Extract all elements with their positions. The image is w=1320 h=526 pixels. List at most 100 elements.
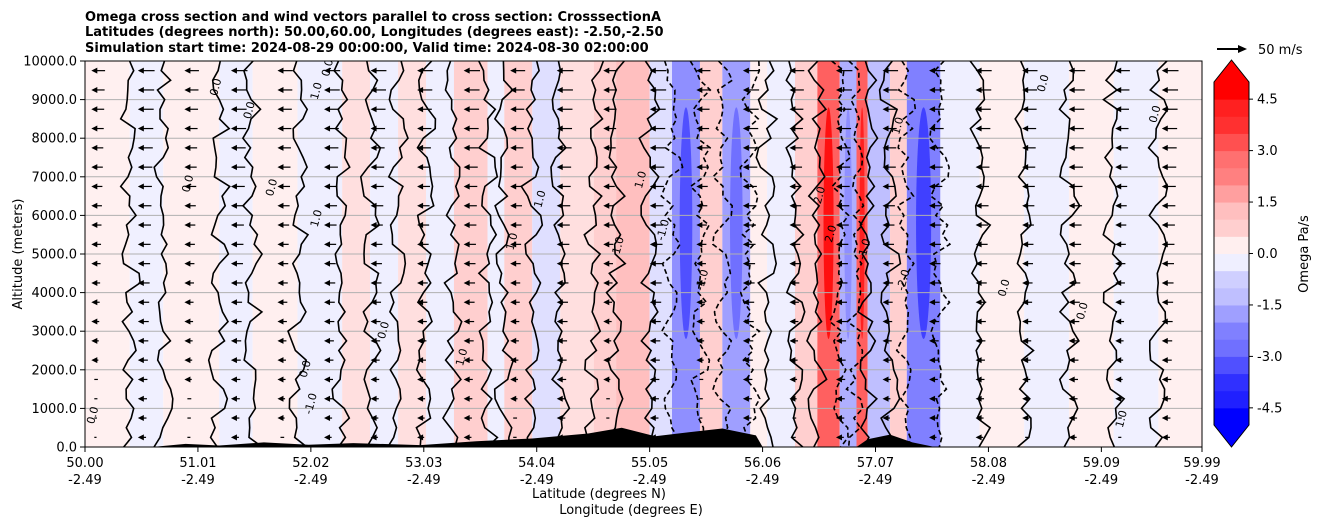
wind-vector-head [696,164,703,171]
wind-vector-head [882,395,889,402]
wind-vector-head [1022,86,1029,93]
wind-vector-head [835,357,842,364]
wind-vector-head [1068,125,1075,132]
wind-vector-head [696,337,703,344]
y-tick-label: 7000.0 [32,170,78,185]
wind-vector-head [1022,202,1029,209]
wind-vector-head [510,260,517,267]
wind-vector-head [835,279,842,286]
wind-vector-head [370,395,377,402]
x-tick-label-lon: -2.49 [1185,473,1219,488]
omega-contour-line [785,61,806,447]
wind-vector-head [1068,434,1075,441]
omega-core [844,107,852,339]
wind-vector-head [184,279,191,286]
wind-vector-head [882,337,889,344]
wind-vector-head [789,183,796,190]
wind-vector-head [649,67,656,74]
wind-vector-head [1161,357,1168,364]
wind-vector-head [463,395,470,402]
omega-contour-line [1014,61,1035,447]
wind-vector-head [1068,86,1075,93]
colorbar-segment [1214,99,1249,117]
wind-vector-head [230,183,237,190]
wind-vector-head [417,144,424,151]
wind-vector-head [556,67,563,74]
wind-vector-head [417,299,424,306]
wind-vector-head [696,357,703,364]
x-axis-label-longitude: Longitude (degrees E) [559,503,703,518]
wind-vector-head [556,395,563,402]
wind-vector-head [137,106,144,113]
wind-vector-head [882,86,889,93]
wind-vector-head [277,144,284,151]
wind-vector-head [510,183,517,190]
wind-vector-head [603,106,610,113]
wind-vector-head [230,202,237,209]
wind-vector-head [1161,337,1168,344]
wind-vector-head [184,260,191,267]
wind-vector-head [137,222,144,229]
wind-vector-head [789,357,796,364]
wind-vector-head [556,202,563,209]
wind-vector-head [91,260,98,267]
wind-vector-head [463,86,470,93]
contour-label: -1.0 [654,218,672,242]
wind-vector-head [696,202,703,209]
wind-vector-head [324,144,331,151]
wind-vector-head [835,434,842,441]
wind-vector-head [417,279,424,286]
wind-vector-head [742,395,749,402]
wind-vector-head [370,357,377,364]
wind-vector-head [510,86,517,93]
contour-label: 2.0 [822,224,839,244]
wind-vector-head [1115,299,1122,306]
wind-vector-head [603,125,610,132]
wind-vector-head [230,241,237,248]
wind-vector-head [1161,395,1168,402]
wind-vector-head [742,337,749,344]
omega-contour-line [711,61,734,447]
wind-vector-head [1161,241,1168,248]
wind-vector-head [324,318,331,325]
colorbar-segment [1214,304,1249,323]
wind-vector-head [789,279,796,286]
wind-vector-head [137,202,144,209]
wind-vector-head [1022,337,1029,344]
wind-vector-head [1022,318,1029,325]
colorbar-label: Omega Pa/s [1297,215,1312,293]
wind-vector-head [91,299,98,306]
colorbar-tick-label: -4.5 [1257,401,1282,416]
wind-vector-head [975,202,982,209]
wind-vector-head [277,260,284,267]
wind-vector-head [1022,299,1029,306]
colorbar-segment [1214,167,1249,186]
y-tick-label: 3000.0 [32,325,78,340]
wind-vector-head [370,125,377,132]
wind-vector-head [882,318,889,325]
wind-vector-head [789,318,796,325]
colorbar-segment [1214,150,1249,169]
wind-vector-head [230,164,237,171]
wind-vector-head [975,222,982,229]
x-tick-label-lon: -2.49 [633,473,667,488]
contour-label: -2.0 [894,268,912,292]
wind-vector-head [184,357,191,364]
colorbar-segment [1214,236,1249,254]
wind-vector-head [184,67,191,74]
wind-vector-head [742,279,749,286]
wind-vector-head [556,318,563,325]
wind-vector-head [1115,357,1122,364]
wind-vector-head [929,434,936,441]
wind-vector-head [649,202,656,209]
wind-vector-head [1161,125,1168,132]
wind-vector-head [324,299,331,306]
wind-vector-head [929,318,936,325]
wind-vector-head [510,67,517,74]
wind-vector-head [742,241,749,248]
wind-vector-head [1161,67,1168,74]
wind-vector-head [1068,299,1075,306]
wind-vector-head [975,337,982,344]
wind-vector-head [510,106,517,113]
wind-vector-head [417,415,424,422]
